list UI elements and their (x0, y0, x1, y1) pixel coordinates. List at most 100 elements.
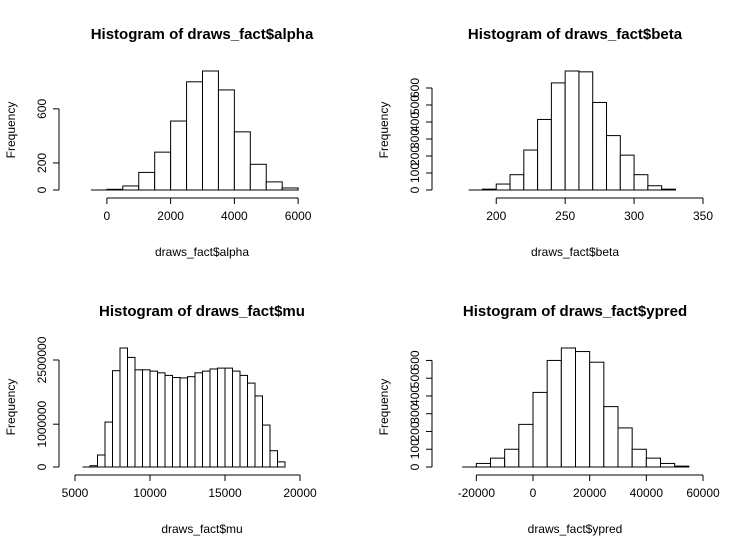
x-tick-label: 10000 (133, 486, 167, 500)
y-tick-label: 200 (35, 153, 49, 173)
histogram-bar (194, 372, 203, 468)
histogram-bar (179, 377, 188, 468)
y-tick-label: 200 (408, 421, 422, 441)
histogram-bar (633, 174, 649, 191)
histogram-bar (149, 370, 158, 468)
x-axis-label: draws_fact$beta (531, 245, 619, 259)
histogram-bar (112, 370, 121, 468)
x-tick-label: 0 (530, 486, 537, 500)
x-axis-label: draws_fact$mu (161, 522, 242, 536)
histogram-bar (645, 457, 661, 468)
histogram-bar (281, 187, 299, 191)
x-axis-label: draws_fact$ypred (528, 522, 623, 536)
histogram-bar (550, 82, 566, 191)
histogram-bar (592, 101, 608, 191)
histogram-bar (127, 356, 136, 468)
histogram-bar (233, 131, 251, 191)
x-tick-label: 6000 (285, 209, 312, 223)
histogram-bar (138, 171, 156, 191)
y-axis-label: Frequency (377, 379, 391, 436)
histogram-bar (560, 347, 576, 468)
histogram-bar (119, 347, 128, 468)
histogram-bar (239, 374, 248, 468)
y-tick-label: 0 (408, 186, 422, 193)
y-tick-label: 400 (408, 112, 422, 132)
histogram-bar (277, 461, 286, 468)
histogram-bar (537, 118, 552, 191)
x-tick-label: 2000 (157, 209, 184, 223)
histogram-bar (518, 423, 534, 468)
histogram-bar (603, 406, 619, 468)
histogram-bar (232, 370, 241, 468)
histogram-bar (217, 367, 226, 468)
chart-title: Histogram of draws_fact$beta (468, 26, 683, 43)
histogram-bar (661, 188, 676, 191)
histogram-bar (619, 154, 635, 191)
panel-mu: Histogram of draws_fact$mu draws_fact$mu… (4, 303, 317, 536)
histogram-bar (122, 185, 140, 191)
histogram-bar (265, 181, 283, 191)
y-axis-label: Frequency (377, 102, 391, 159)
histogram-bar (509, 174, 525, 191)
histogram-bar (606, 135, 621, 191)
y-tick-label: 200 (408, 146, 422, 166)
histogram-bar (97, 454, 106, 468)
panel-alpha: Histogram of draws_fact$alpha draws_fact… (4, 26, 314, 259)
histogram-bar (157, 372, 166, 468)
histogram-bar (170, 120, 188, 191)
histogram-bar (202, 370, 211, 468)
y-tick-label: 500 (408, 368, 422, 388)
y-tick-label: 100 (408, 439, 422, 459)
x-tick-label: 250 (555, 209, 575, 223)
histogram-bar (224, 367, 233, 468)
chart-title: Histogram of draws_fact$alpha (91, 26, 314, 43)
chart-title: Histogram of draws_fact$ypred (463, 303, 687, 320)
histogram-bar (134, 369, 143, 468)
x-tick-label: 15000 (208, 486, 242, 500)
histogram-bar (104, 421, 113, 468)
histogram-bar (249, 163, 267, 191)
panel-ypred: Histogram of draws_fact$ypred draws_fact… (377, 303, 720, 536)
histogram-bar (495, 183, 511, 191)
histogram-bar (254, 395, 263, 468)
histogram-bar (578, 71, 594, 191)
histogram-bar (490, 457, 506, 468)
x-tick-label: 0 (104, 209, 111, 223)
histogram-bar (202, 70, 219, 191)
x-tick-label: 5000 (62, 486, 89, 500)
histogram-bar (262, 424, 271, 468)
x-tick-label: 4000 (221, 209, 248, 223)
histogram-bar (269, 450, 278, 468)
y-tick-label: 0 (35, 186, 49, 193)
x-axis-label: draws_fact$alpha (155, 245, 249, 259)
histogram-bar (186, 81, 203, 191)
histogram-bar (187, 376, 196, 468)
y-tick-label: 600 (408, 350, 422, 370)
x-tick-label: 300 (624, 209, 644, 223)
x-tick-label: 40000 (630, 486, 664, 500)
y-tick-label: 1000000 (35, 401, 49, 448)
histogram-bar (481, 188, 497, 191)
histogram-bar (532, 391, 548, 468)
y-tick-label: 2500000 (35, 336, 49, 383)
y-tick-label: 0 (35, 463, 49, 470)
y-tick-label: 0 (408, 463, 422, 470)
histogram-bar (154, 151, 172, 191)
y-tick-label: 300 (408, 129, 422, 149)
x-tick-label: 20000 (573, 486, 607, 500)
y-axis-label: Frequency (4, 102, 18, 159)
histogram-bar (89, 465, 98, 468)
histogram-bar (209, 368, 218, 468)
histogram-bar (247, 382, 256, 468)
histogram-bar (647, 185, 663, 191)
x-tick-label: 350 (693, 209, 713, 223)
panel-beta: Histogram of draws_fact$beta draws_fact$… (377, 26, 713, 259)
histogram-bar (617, 427, 633, 468)
histogram-bar (172, 377, 181, 468)
histogram-bar (589, 361, 605, 468)
histogram-bar (164, 374, 173, 468)
histogram-bar (523, 149, 539, 191)
y-tick-label: 500 (408, 95, 422, 115)
histogram-bar (142, 369, 151, 468)
